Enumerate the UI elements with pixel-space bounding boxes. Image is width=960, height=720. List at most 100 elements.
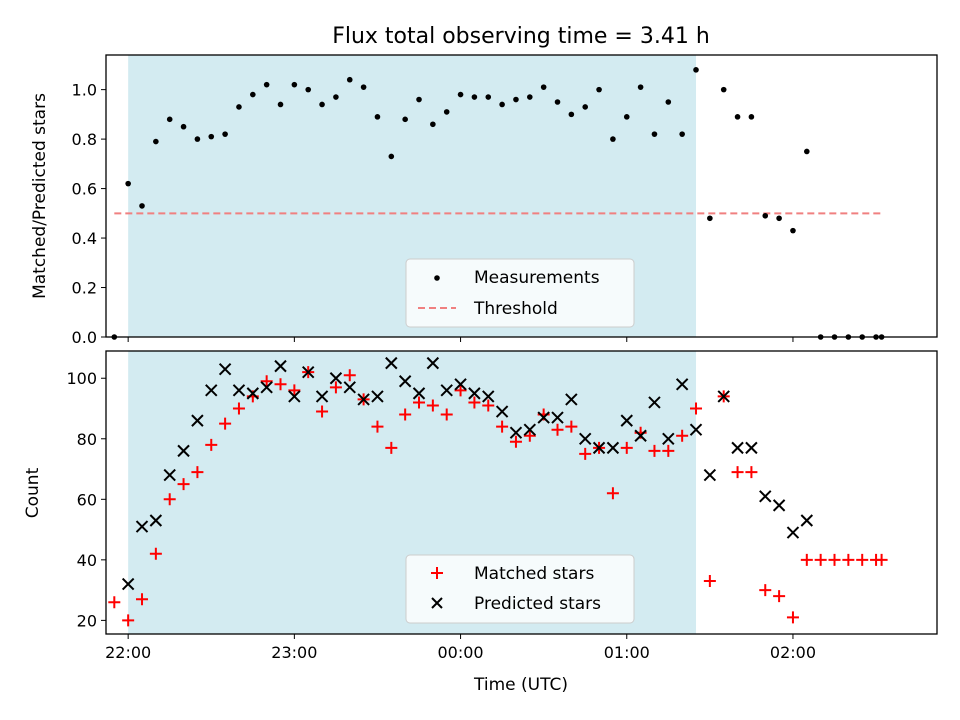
measurement-point <box>582 104 589 110</box>
legend-measurements-label: Measurements <box>474 268 600 288</box>
matched-star-point <box>122 614 135 627</box>
predicted-star-point <box>634 429 647 442</box>
x-tick-label: 01:00 <box>604 643 650 662</box>
measurement-point <box>416 96 422 103</box>
matched-star-point <box>274 378 287 391</box>
predicted-star-point <box>218 362 232 376</box>
measurement-point <box>568 111 575 118</box>
predicted-star-point <box>689 423 703 436</box>
matched-star-point <box>413 396 426 409</box>
measurement-point <box>333 94 339 100</box>
predicted-star-point <box>398 375 412 388</box>
matched-star-point <box>108 596 121 609</box>
measurement-point <box>125 180 131 187</box>
measurement-point <box>790 227 796 234</box>
measurement-point <box>443 109 450 115</box>
matched-star-point <box>856 553 869 566</box>
predicted-star-point <box>523 423 537 436</box>
predicted-star-point <box>717 390 730 403</box>
matched-star-point <box>703 575 716 588</box>
matched-star-point <box>371 420 384 433</box>
predicted-star-point <box>731 441 744 455</box>
measurement-point <box>250 91 256 98</box>
predicted-star-point <box>509 426 523 439</box>
measurement-point <box>485 94 492 100</box>
legend-predicted-label: Predicted stars <box>474 594 601 614</box>
matched-star-point <box>565 420 578 433</box>
y-tick-label: 80 <box>77 430 97 449</box>
predicted-star-point <box>565 393 578 406</box>
measurement-point <box>346 76 353 83</box>
matched-star-point <box>191 466 204 479</box>
measurement-point <box>388 153 395 160</box>
matched-star-point <box>579 447 592 460</box>
ratio-legend-box <box>405 258 635 328</box>
measurement-point <box>471 94 478 100</box>
matched-star-point <box>232 402 245 415</box>
measurement-point <box>499 101 505 108</box>
matched-star-point <box>662 444 675 457</box>
predicted-star-point <box>551 411 564 424</box>
measurement-point <box>305 86 312 93</box>
measurement-point <box>166 116 173 123</box>
legend-threshold-label: Threshold <box>473 299 558 319</box>
predicted-star-point <box>288 390 301 403</box>
matched-star-point <box>842 553 855 566</box>
predicted-star-point <box>426 356 440 370</box>
measurement-point <box>263 81 270 88</box>
matched-star-point <box>136 593 149 606</box>
predicted-star-point <box>302 365 315 379</box>
matched-star-point <box>828 553 841 566</box>
predicted-star-point <box>800 514 814 527</box>
predicted-star-point <box>648 396 661 409</box>
y-tick-label: 0.4 <box>72 229 97 248</box>
predicted-star-point <box>260 381 273 394</box>
predicted-star-point <box>205 384 218 397</box>
predicted-star-point <box>454 378 467 391</box>
predicted-star-point <box>329 372 343 385</box>
matched-star-point <box>773 590 786 603</box>
measurement-point <box>374 114 381 120</box>
y-tick-label: 40 <box>77 551 97 570</box>
measurement-point <box>513 96 519 103</box>
predicted-star-point <box>412 387 426 400</box>
matched-star-point <box>759 584 772 597</box>
y-tick-label: 60 <box>77 490 97 509</box>
measurement-point <box>651 131 658 137</box>
matched-star-point <box>149 547 162 560</box>
measurement-point <box>153 138 159 145</box>
predicted-star-point <box>759 490 772 503</box>
count-y-axis-label: Count <box>23 467 43 518</box>
matched-star-point <box>454 384 467 397</box>
measurement-point <box>637 84 644 90</box>
matched-star-point <box>745 466 758 479</box>
y-tick-label: 0.6 <box>72 180 97 199</box>
predicted-star-point <box>371 390 384 403</box>
count-legend: Matched stars Predicted stars <box>405 554 635 624</box>
matched-star-point <box>551 423 564 436</box>
x-tick-label: 22:00 <box>105 643 151 662</box>
ratio-panel: 0.0 0.2 0.4 0.6 0.8 1.0 Matched/Predicted sta… <box>30 54 938 347</box>
predicted-star-point <box>579 432 592 445</box>
predicted-star-point <box>135 520 149 533</box>
measurement-point <box>194 136 201 142</box>
matched-star-point <box>676 429 689 442</box>
chart-title: Flux total observing time = 3.41 h <box>332 24 710 49</box>
matched-star-point <box>731 466 744 479</box>
x-tick-label: 02:00 <box>770 643 816 662</box>
predicted-star-point <box>246 387 260 400</box>
matched-star-point <box>648 444 661 457</box>
count-panel-frame <box>105 350 938 635</box>
predicted-star-point <box>675 378 689 391</box>
measurement-point <box>748 114 755 120</box>
matched-star-point <box>814 553 827 566</box>
y-tick-label: 0.0 <box>72 328 97 347</box>
matched-star-point <box>523 429 536 442</box>
matched-star-point <box>205 438 218 451</box>
measurement-point <box>554 99 561 105</box>
measurement-point <box>277 101 284 108</box>
y-tick-label: 0.8 <box>72 130 97 149</box>
measurement-point <box>665 99 672 105</box>
measurement-point <box>457 91 464 98</box>
legend-matched-label: Matched stars <box>474 564 594 584</box>
